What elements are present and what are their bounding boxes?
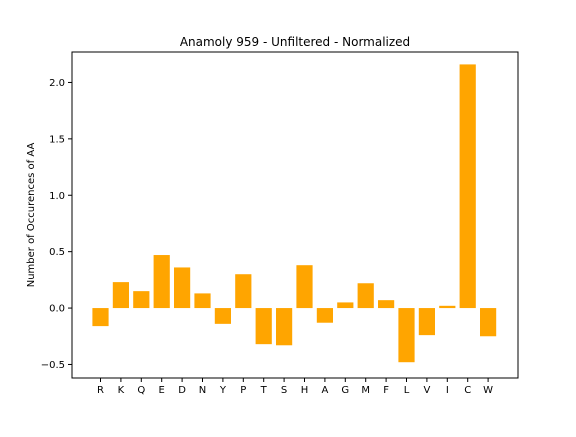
- bars-group: [92, 64, 497, 363]
- y-tick-label: 1.0: [49, 191, 65, 202]
- y-tick-label: 2.0: [49, 78, 65, 89]
- bar-C: [459, 64, 476, 309]
- x-tick-label-L: L: [404, 385, 410, 396]
- x-tick-label-A: A: [321, 385, 328, 396]
- bar-S: [276, 308, 293, 346]
- y-tick-label: −0.5: [41, 360, 65, 371]
- x-tick-label-T: T: [260, 385, 268, 396]
- bar-A: [316, 308, 333, 323]
- x-tick-label-Y: Y: [219, 385, 227, 396]
- bar-G: [337, 302, 354, 309]
- y-tick-label: 0.0: [49, 304, 65, 315]
- x-tick-label-N: N: [199, 385, 206, 396]
- x-tick-label-W: W: [483, 385, 493, 396]
- bar-E: [153, 255, 170, 309]
- bar-F: [378, 300, 395, 309]
- x-tick-label-M: M: [361, 385, 370, 396]
- x-tick-label-H: H: [301, 385, 309, 396]
- x-tick-label-R: R: [97, 385, 104, 396]
- bar-H: [296, 265, 313, 309]
- x-tick-label-G: G: [341, 385, 349, 396]
- x-tick-label-Q: Q: [137, 385, 145, 396]
- x-tick-label-F: F: [383, 385, 389, 396]
- bar-T: [255, 308, 272, 345]
- bar-R: [92, 308, 109, 327]
- bar-L: [398, 308, 415, 363]
- y-axis-ticks: −0.5 0.0 0.5 1.0 1.5 2.0: [41, 78, 72, 371]
- bar-V: [418, 308, 435, 336]
- plot-frame: [71, 51, 519, 379]
- bar-Y: [214, 308, 231, 324]
- x-tick-label-I: I: [446, 385, 449, 396]
- bar-M: [357, 283, 374, 309]
- bar-D: [174, 267, 191, 309]
- bar-W: [480, 308, 497, 337]
- x-tick-label-C: C: [464, 385, 471, 396]
- bar-K: [112, 282, 129, 309]
- x-tick-label-S: S: [281, 385, 287, 396]
- y-tick-label: 1.5: [49, 134, 65, 145]
- x-tick-label-E: E: [159, 385, 165, 396]
- x-tick-label-P: P: [240, 385, 246, 396]
- y-axis-label: Number of Occurences of AA: [26, 143, 37, 288]
- x-tick-label-K: K: [118, 385, 125, 396]
- x-tick-label-D: D: [178, 385, 186, 396]
- bar-I: [439, 305, 456, 309]
- bar-P: [235, 274, 252, 309]
- bar-N: [194, 293, 211, 309]
- chart-title: Anamoly 959 - Unfiltered - Normalized: [180, 35, 410, 49]
- bar-Q: [133, 291, 150, 309]
- y-tick-label: 0.5: [49, 247, 65, 258]
- x-tick-label-V: V: [423, 385, 430, 396]
